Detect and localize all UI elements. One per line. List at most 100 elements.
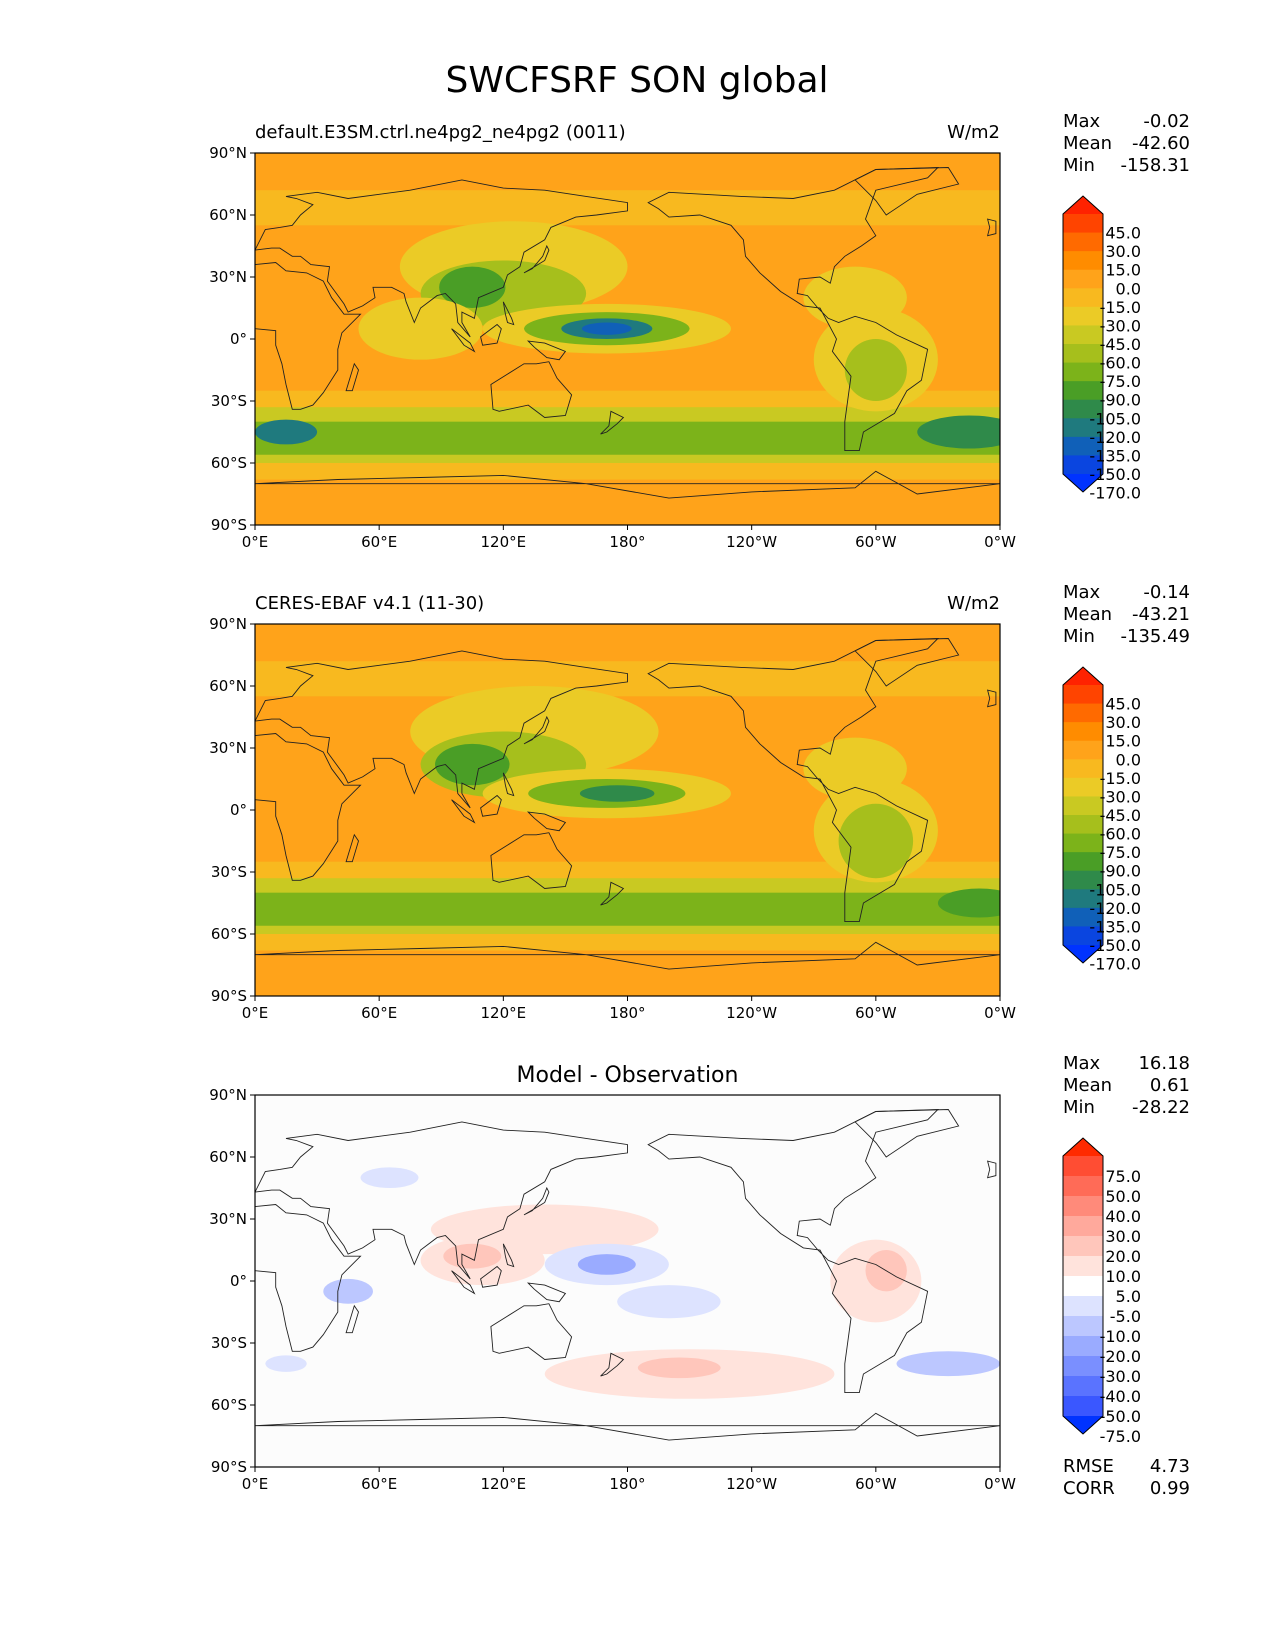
lon-tick-label: 180° [609, 1004, 645, 1022]
colorbar-segment [1063, 418, 1103, 438]
lat-tick-label: 60°S [211, 454, 247, 472]
colorbar-segment [1063, 926, 1103, 946]
coastline [480, 794, 502, 817]
lon-tick-label: 120°W [726, 1004, 777, 1022]
coastline [255, 650, 628, 809]
colorbar-label: -75.0 [1100, 372, 1141, 391]
colorbar-label: 40.0 [1105, 1207, 1141, 1226]
colorbar-label: 30.0 [1105, 242, 1141, 261]
stat-value: -0.14 [1143, 582, 1190, 603]
colorbar-label: -45.0 [1100, 806, 1141, 825]
panel-title: Model - Observation [517, 1063, 739, 1088]
lon-tick-label: 180° [609, 1475, 645, 1493]
stat-value: 4.73 [1150, 1456, 1190, 1477]
coastline [480, 323, 502, 346]
lat-tick-label: 0° [230, 330, 247, 348]
colorbar-segment [1063, 815, 1103, 835]
colorbar-label: -135.0 [1089, 446, 1141, 465]
colorbar-segment [1063, 1376, 1103, 1397]
coastline [600, 410, 625, 435]
coastline [345, 1304, 359, 1334]
contour-blob [358, 297, 483, 360]
lon-tick-label: 120°E [481, 1004, 527, 1022]
coastline [451, 1270, 476, 1295]
colorbar-segment [1063, 1296, 1103, 1317]
contour-blob [265, 1355, 307, 1372]
colorbar-segment [1063, 1256, 1103, 1277]
colorbar-extend-top [1063, 667, 1103, 685]
coastline [986, 1160, 997, 1179]
colorbar-label: -120.0 [1089, 428, 1141, 447]
coastline [345, 833, 359, 863]
colorbar-label: -75.0 [1100, 843, 1141, 862]
contour-blob [617, 1285, 721, 1319]
colorbar-label: 15.0 [1105, 732, 1141, 751]
coastline [255, 1204, 362, 1352]
coastline [600, 1352, 625, 1377]
lat-tick-label: 30°N [209, 1210, 247, 1228]
contour-blob [577, 1254, 636, 1275]
stat-value: -28.22 [1132, 1097, 1190, 1118]
colorbar-segment [1063, 889, 1103, 909]
figure-title: SWCFSRF SON global [445, 60, 828, 101]
colorbar-label: 0.0 [1116, 750, 1141, 769]
colorbar-outline [1062, 1137, 1104, 1435]
coastline [854, 167, 960, 216]
colorbar-label: -20.0 [1100, 1347, 1141, 1366]
lat-tick-label: 60°N [209, 206, 247, 224]
colorbar-extend-top [1063, 1138, 1103, 1156]
coastline [647, 167, 940, 452]
stat-value: -158.31 [1121, 155, 1190, 176]
lon-tick-label: 120°E [481, 533, 527, 551]
colorbar-extend-bottom [1063, 1416, 1103, 1434]
lon-tick-label: 60°W [855, 1475, 897, 1493]
colorbar-segment [1063, 1196, 1103, 1217]
colorbar-label: -170.0 [1089, 955, 1141, 974]
colorbar-label: 10.0 [1105, 1267, 1141, 1286]
colorbar-label: 45.0 [1105, 695, 1141, 714]
contour-blob [896, 1351, 1000, 1377]
lon-tick-label: 120°W [726, 1475, 777, 1493]
stat-value: -42.60 [1132, 133, 1190, 154]
colorbar-segment [1063, 232, 1103, 252]
lon-tick-label: 60°W [855, 1004, 897, 1022]
colorbar-extend-bottom [1063, 945, 1103, 963]
colorbar-segment [1063, 344, 1103, 364]
lon-tick-label: 60°E [361, 533, 397, 551]
colorbar-segment [1063, 269, 1103, 289]
colorbar-segment [1063, 852, 1103, 872]
colorbar-label: -5.0 [1110, 1307, 1141, 1326]
stat-label: Mean [1063, 604, 1112, 625]
coastline [526, 340, 567, 361]
colorbar-label: 75.0 [1105, 1167, 1141, 1186]
colorbar-outline [1062, 195, 1104, 493]
coastline [255, 179, 628, 338]
lat-tick-label: 90°S [211, 516, 247, 534]
colorbar-label: -10.0 [1100, 1327, 1141, 1346]
lon-tick-label: 60°E [361, 1004, 397, 1022]
stat-label: Min [1063, 626, 1095, 647]
contour-blob [844, 339, 907, 401]
lat-tick-label: 0° [230, 801, 247, 819]
colorbar-segment [1063, 436, 1103, 456]
colorbar-segment [1063, 759, 1103, 779]
lat-tick-label: 30°N [209, 739, 247, 757]
colorbar-label: -40.0 [1100, 1387, 1141, 1406]
coastline [523, 244, 550, 274]
lon-tick-label: 0°E [242, 1004, 269, 1022]
coastline [255, 470, 1000, 499]
lat-tick-label: 60°S [211, 1396, 247, 1414]
coastline [451, 799, 476, 824]
stat-label: Min [1063, 155, 1095, 176]
colorbar-segment [1063, 399, 1103, 419]
panel-observation: 90°N 60°N 30°N 0° 30°S 60°S 90°S0°E 60°E 120°E 18… [209, 582, 1190, 1022]
colorbar-label: 50.0 [1105, 1187, 1141, 1206]
colorbar-segment [1063, 1396, 1103, 1417]
colorbar-segment [1063, 907, 1103, 927]
stat-label: Min [1063, 1097, 1095, 1118]
colorbar-label: -105.0 [1089, 409, 1141, 428]
contour-field [255, 624, 1000, 996]
coastline [502, 1243, 515, 1268]
stat-value: -0.02 [1143, 111, 1190, 132]
